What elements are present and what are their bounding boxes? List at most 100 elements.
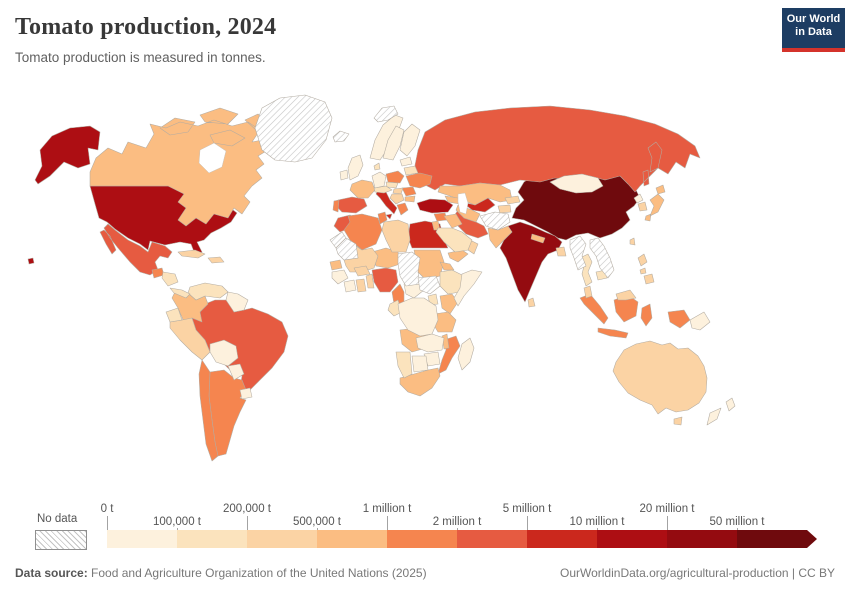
country-chile[interactable]	[198, 359, 219, 462]
legend-bin-5[interactable]	[457, 530, 527, 548]
legend-bin-9[interactable]	[737, 530, 817, 548]
country-algeria[interactable]	[343, 213, 383, 251]
country-philippines[interactable]	[637, 253, 655, 285]
country-kenya[interactable]	[439, 293, 459, 315]
country-baltics[interactable]	[399, 156, 413, 167]
legend-bin-8[interactable]	[667, 530, 737, 548]
country-south-africa[interactable]	[399, 367, 441, 397]
legend-bin-2[interactable]	[247, 530, 317, 548]
country-italy[interactable]	[375, 189, 398, 220]
country-sri-lanka[interactable]	[527, 297, 536, 308]
country-india[interactable]	[499, 221, 563, 303]
country-drc[interactable]	[397, 297, 439, 337]
country-kazakhstan[interactable]	[437, 182, 513, 206]
country-eritrea[interactable]	[439, 261, 455, 271]
country-uruguay[interactable]	[239, 387, 253, 400]
legend-bin-1[interactable]	[177, 530, 247, 548]
country-honduras-nicaragua[interactable]	[161, 271, 179, 287]
country-mauritania[interactable]	[335, 237, 359, 261]
country-indonesia[interactable]	[579, 293, 691, 339]
legend-no-data[interactable]: No data	[35, 503, 91, 550]
country-libya[interactable]	[381, 219, 411, 253]
license-note[interactable]: OurWorldinData.org/agricultural-producti…	[559, 566, 835, 580]
country-nepal[interactable]	[530, 233, 546, 244]
country-costa-rica-panama[interactable]	[169, 287, 191, 299]
country-sweden[interactable]	[382, 125, 405, 161]
country-chad[interactable]	[397, 251, 421, 287]
country-guyana-suriname[interactable]	[225, 291, 249, 313]
country-mexico[interactable]	[99, 223, 173, 276]
legend-bin-6[interactable]	[527, 530, 597, 548]
country-south-korea[interactable]	[637, 201, 648, 212]
country-nigeria[interactable]	[371, 267, 399, 293]
country-portugal[interactable]	[332, 199, 340, 213]
country-ecuador[interactable]	[165, 307, 183, 323]
country-russia[interactable]	[414, 105, 701, 193]
country-iraq[interactable]	[443, 213, 463, 229]
country-belarus[interactable]	[403, 165, 419, 176]
country-tunisia[interactable]	[377, 211, 388, 225]
country-zambia[interactable]	[415, 333, 445, 353]
country-romania[interactable]	[401, 186, 417, 197]
country-ireland[interactable]	[339, 169, 349, 181]
country-saudi-arabia[interactable]	[435, 227, 473, 253]
country-tajikistan[interactable]	[497, 204, 512, 214]
country-south-sudan[interactable]	[417, 275, 441, 295]
country-greenland[interactable]	[254, 94, 333, 163]
country-papua-new-guinea[interactable]	[689, 311, 711, 331]
country-namibia[interactable]	[395, 351, 413, 379]
country-hungary[interactable]	[392, 187, 404, 195]
country-myanmar[interactable]	[569, 235, 587, 271]
country-czech-slovakia[interactable]	[385, 181, 399, 189]
country-bangladesh[interactable]	[555, 246, 567, 257]
country-venezuela[interactable]	[187, 282, 229, 301]
country-afghanistan[interactable]	[479, 211, 511, 231]
country-france[interactable]	[349, 179, 376, 199]
country-burkina-faso[interactable]	[353, 265, 371, 277]
country-madagascar[interactable]	[457, 337, 475, 371]
country-somalia[interactable]	[453, 269, 483, 307]
country-iceland[interactable]	[332, 130, 350, 143]
country-canada[interactable]	[89, 107, 269, 227]
country-poland[interactable]	[385, 170, 405, 184]
country-ukraine[interactable]	[405, 172, 433, 189]
country-guinea[interactable]	[331, 269, 349, 285]
country-kyrgyzstan[interactable]	[504, 195, 521, 205]
country-svalbard[interactable]	[373, 105, 399, 123]
legend-bin-4[interactable]	[387, 530, 457, 548]
country-greece[interactable]	[396, 202, 409, 216]
country-bulgaria[interactable]	[404, 195, 416, 203]
country-pakistan[interactable]	[487, 225, 513, 249]
country-bolivia[interactable]	[209, 339, 239, 367]
country-mozambique[interactable]	[437, 335, 461, 375]
country-hispaniola[interactable]	[207, 256, 225, 264]
country-japan[interactable]	[644, 184, 666, 222]
country-paraguay[interactable]	[227, 363, 245, 381]
country-spain[interactable]	[335, 196, 368, 214]
country-togo-benin[interactable]	[365, 273, 375, 289]
country-botswana[interactable]	[411, 355, 429, 373]
country-australia[interactable]	[612, 340, 708, 426]
country-mongolia[interactable]	[549, 173, 604, 194]
country-vietnam-laos[interactable]	[589, 237, 615, 279]
country-malaysia-borneo[interactable]	[615, 289, 637, 301]
country-malaysia[interactable]	[583, 285, 593, 299]
country-turkey[interactable]	[416, 198, 454, 214]
legend-bin-3[interactable]	[317, 530, 387, 548]
owid-logo[interactable]: Our World in Data	[782, 8, 845, 52]
country-finland[interactable]	[399, 123, 421, 157]
country-denmark[interactable]	[373, 162, 381, 171]
legend-bin-7[interactable]	[597, 530, 667, 548]
country-ivory-coast[interactable]	[343, 279, 357, 293]
country-cuba[interactable]	[177, 249, 206, 259]
legend-bin-0[interactable]	[107, 530, 177, 548]
country-taiwan[interactable]	[629, 237, 636, 246]
country-austria-switzerland[interactable]	[373, 185, 393, 194]
country-germany[interactable]	[371, 171, 387, 189]
country-senegal[interactable]	[329, 259, 343, 271]
country-norway[interactable]	[369, 114, 404, 161]
country-balkans[interactable]	[389, 193, 405, 205]
country-new-zealand[interactable]	[706, 397, 736, 426]
country-ghana[interactable]	[355, 278, 367, 293]
country-united-kingdom[interactable]	[347, 154, 364, 181]
